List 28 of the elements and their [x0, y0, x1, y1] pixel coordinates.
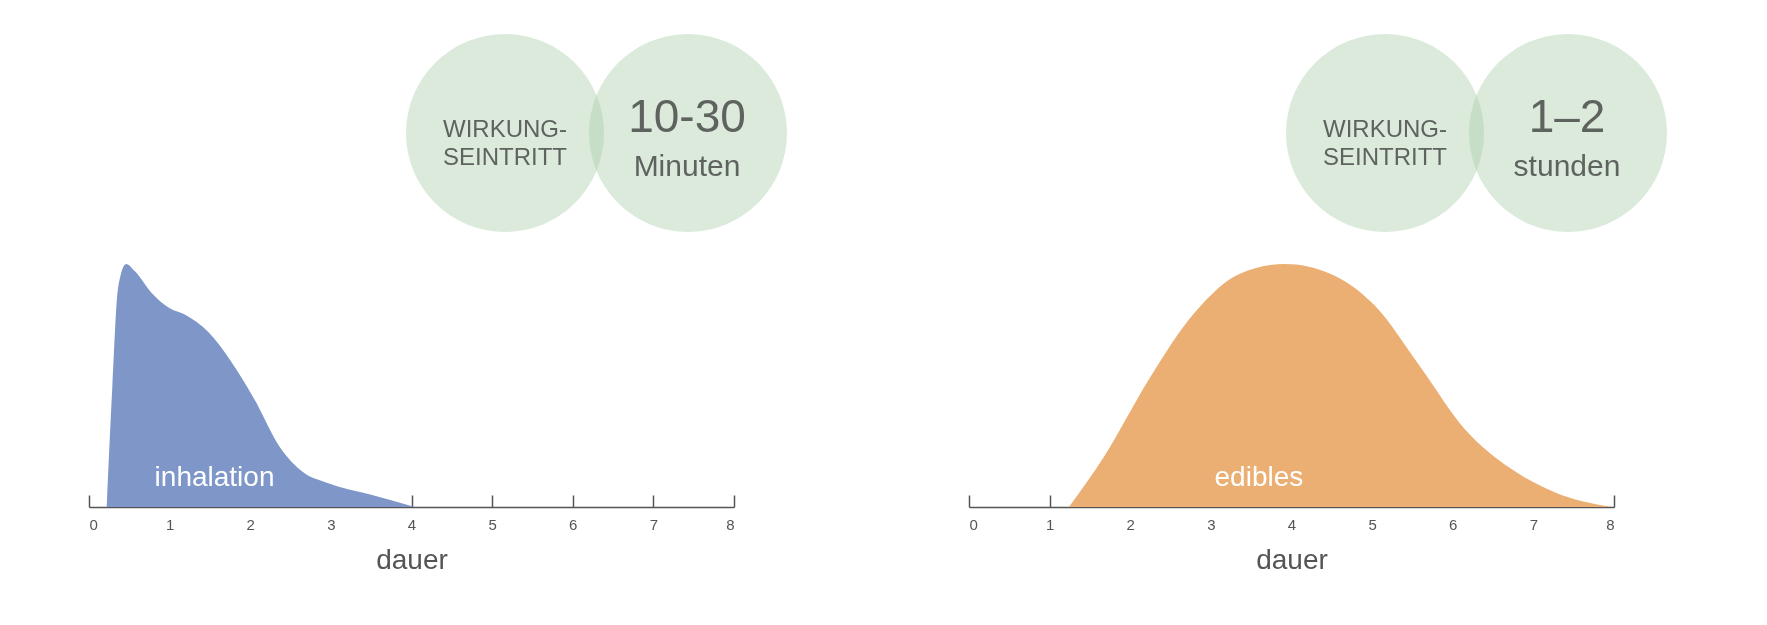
x-tick-label: 7 — [649, 515, 659, 533]
text: 1–2 — [1528, 89, 1606, 143]
x-tick-label: 4 — [407, 515, 417, 533]
x-tick-label: 0 — [89, 515, 98, 533]
x-tick-label: 7 — [1529, 515, 1539, 533]
x-tick-label: 8 — [1606, 515, 1615, 533]
x-tick-label: 4 — [1287, 515, 1297, 533]
x-tick-label: 6 — [569, 515, 578, 533]
x-tick-label: 1 — [1045, 515, 1055, 533]
x-tick-label: 2 — [1126, 515, 1135, 533]
text: 10-30 — [628, 89, 746, 143]
x-tick-label: 5 — [488, 515, 497, 533]
x-tick-label: 2 — [246, 515, 255, 533]
x-tick-label: 1 — [165, 515, 175, 533]
text: stunden — [1513, 148, 1621, 184]
x-tick-label: 5 — [1368, 515, 1377, 533]
text: WIRKUNG- SEINTRITT — [443, 115, 567, 171]
series-label: edibles — [1214, 460, 1304, 492]
x-axis-title: dauer — [376, 543, 448, 575]
text: WIRKUNG- SEINTRITT — [1323, 115, 1447, 171]
text: Minuten — [633, 148, 741, 184]
x-tick-label: 0 — [969, 515, 978, 533]
x-tick-label: 3 — [327, 515, 336, 533]
x-tick-label: 8 — [726, 515, 735, 533]
x-tick-label: 6 — [1449, 515, 1458, 533]
x-tick-label: 3 — [1207, 515, 1216, 533]
x-axis-title: dauer — [1256, 543, 1328, 575]
series-label: inhalation — [154, 460, 275, 492]
